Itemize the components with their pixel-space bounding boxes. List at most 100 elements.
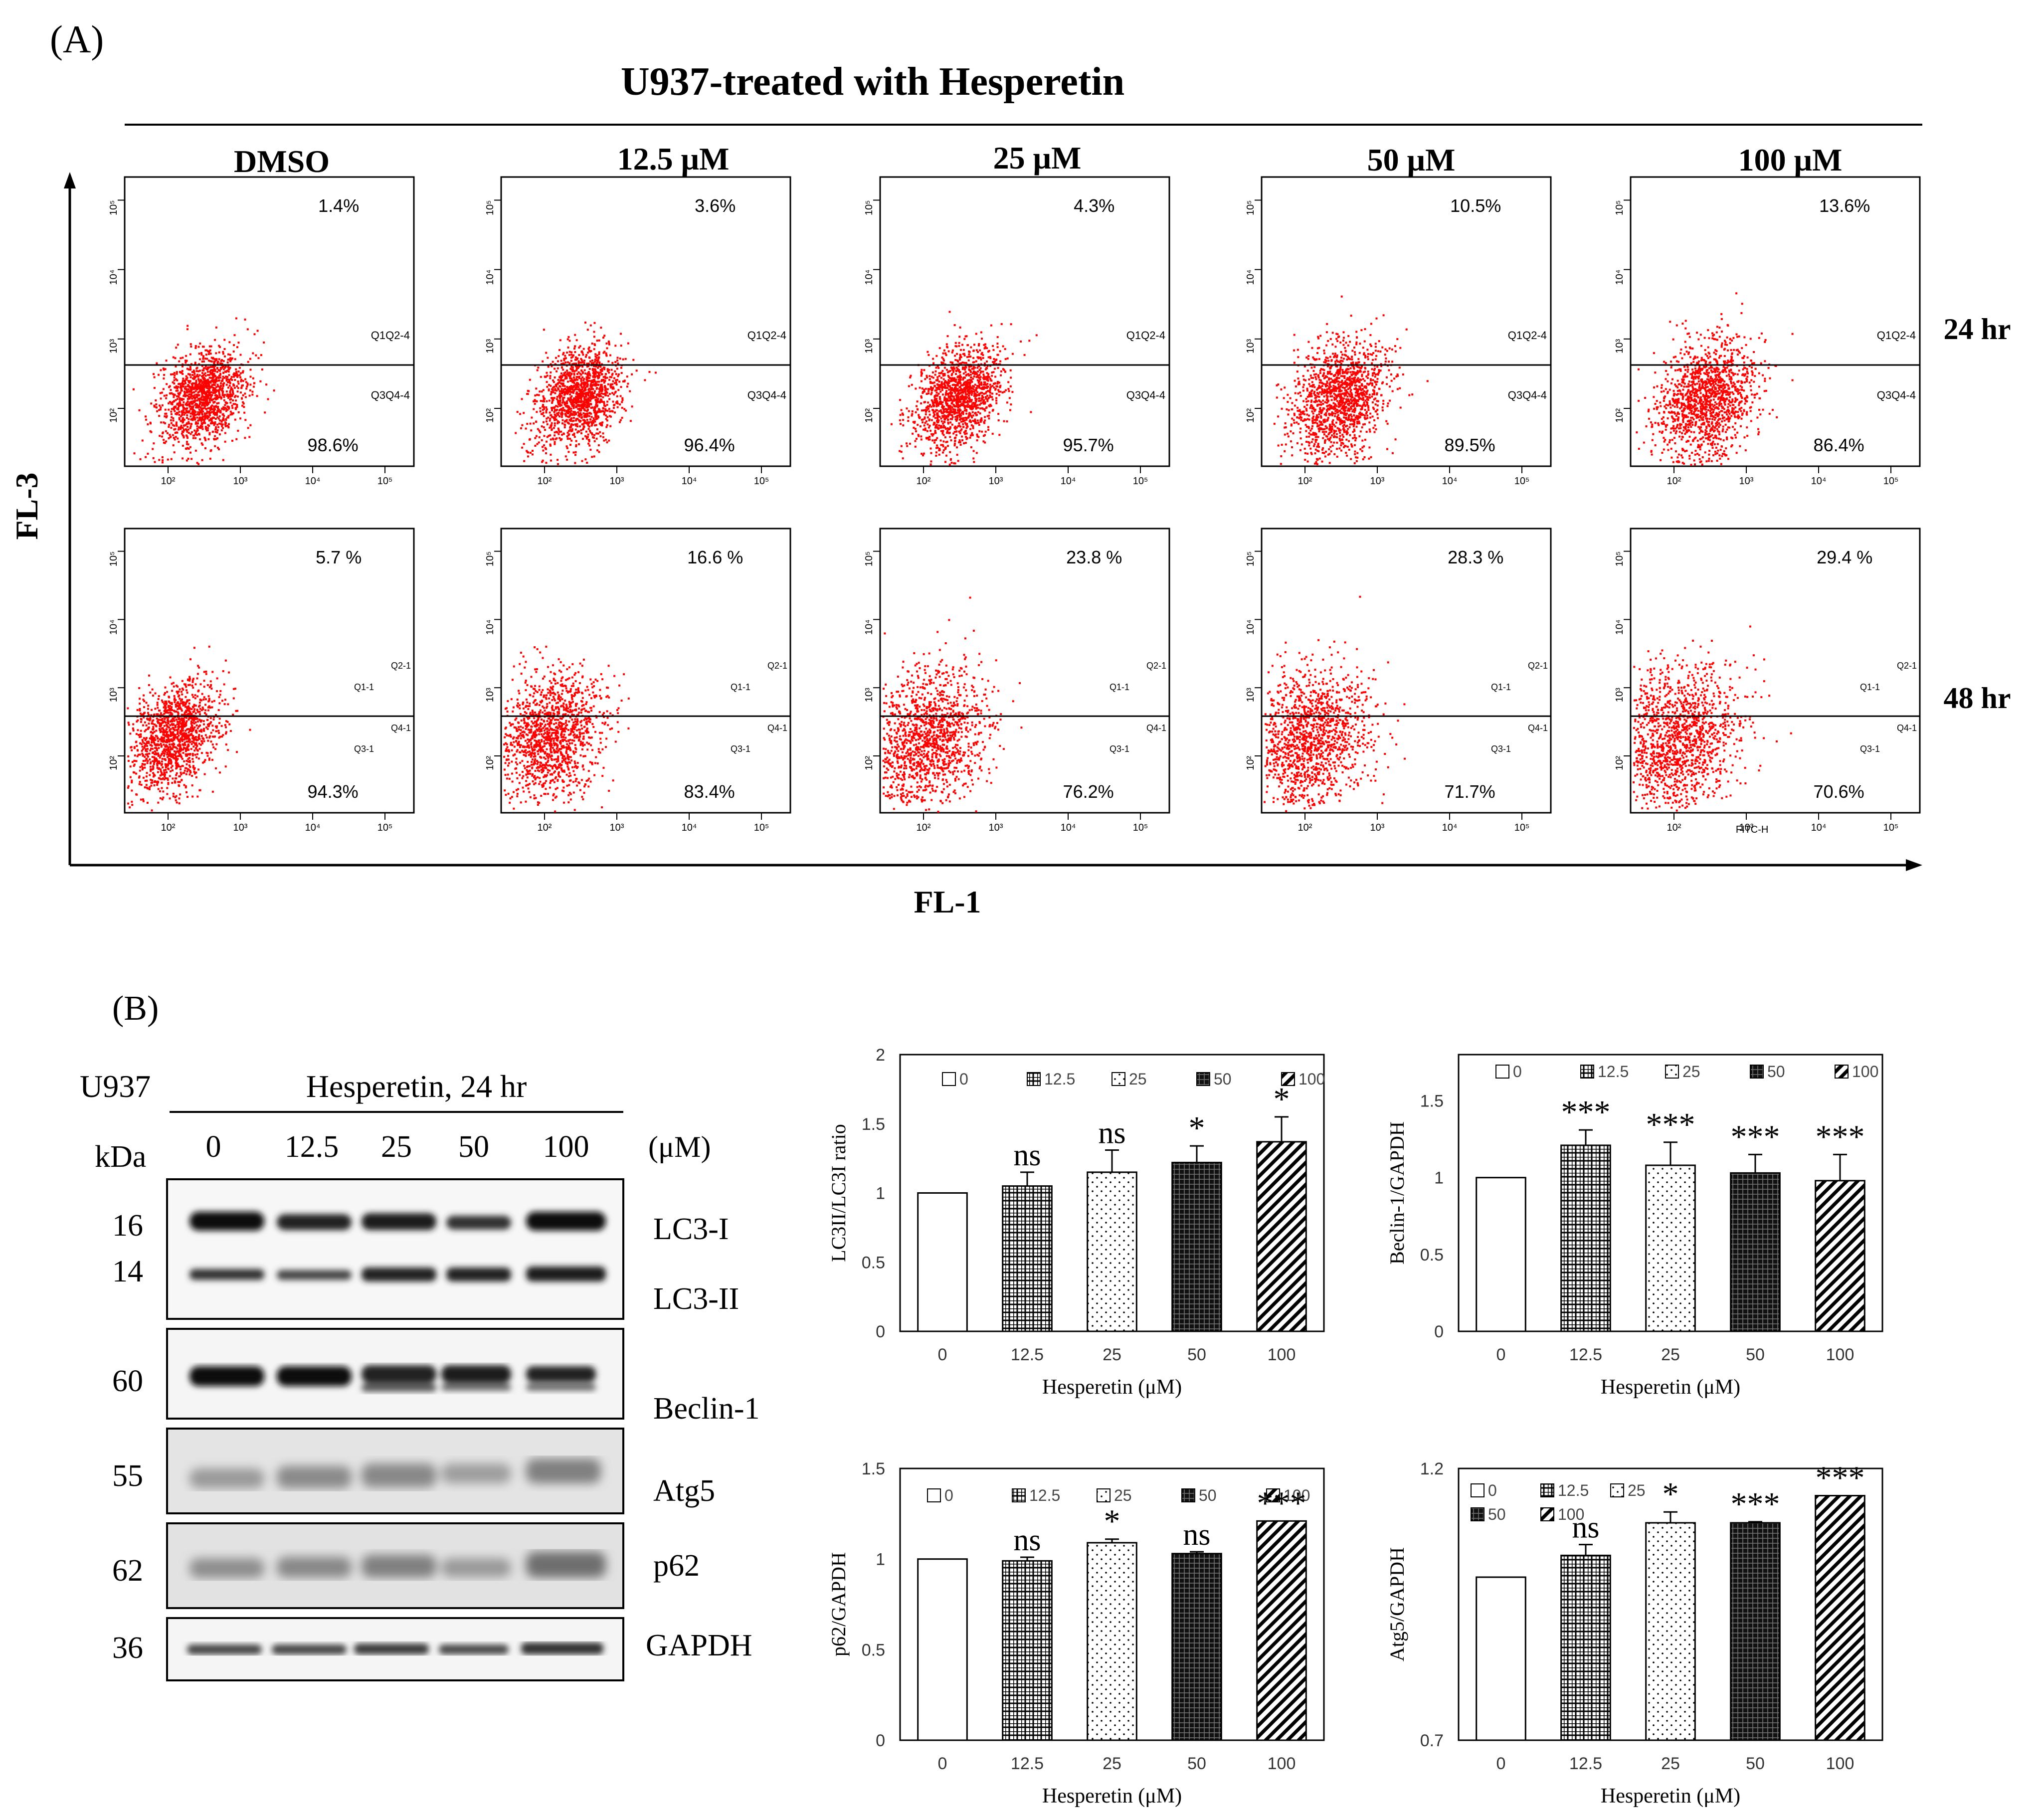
x-tick-label: 10⁴ xyxy=(682,476,697,487)
x-tick-label: 12.5 xyxy=(1011,1345,1044,1364)
significance-mark: ns xyxy=(1183,1518,1210,1552)
x-tick-label: 10² xyxy=(917,476,931,487)
percent-upper-quadrant: 3.6% xyxy=(695,195,736,216)
y-tick-label: 10⁵ xyxy=(108,551,119,567)
y-tick-label: 10² xyxy=(1245,756,1256,770)
significance-mark: ns xyxy=(1572,1511,1599,1545)
percent-lower-quadrant: 83.4% xyxy=(684,781,735,802)
y-tick-label: 1.5 xyxy=(862,1459,885,1478)
y-tick-label: 10³ xyxy=(1614,339,1625,353)
percent-upper-quadrant: 28.3 % xyxy=(1448,547,1503,567)
legend-entry: 100 xyxy=(1558,1505,1584,1523)
fitc-axis-label: FITC-H xyxy=(1736,824,1769,835)
y-tick-label: 1.5 xyxy=(1420,1092,1444,1111)
plot-frame xyxy=(1630,176,1921,467)
y-tick-label: 10² xyxy=(485,408,496,423)
x-tick-label: 10⁵ xyxy=(1883,822,1899,833)
x-tick-label: 10³ xyxy=(989,822,1003,833)
kda-16: 16 xyxy=(112,1209,143,1243)
y-tick-label: 10⁵ xyxy=(1614,551,1625,567)
quadrant-label: Q3-1 xyxy=(1110,744,1129,754)
bar-chart-1: 0 0.5 1 1.5 2 LC3II/LC3I ratio Hesperetin (μM)… xyxy=(827,1046,1325,1399)
quadrant-label: Q3-1 xyxy=(1491,744,1511,754)
legend-swatch xyxy=(1471,1483,1484,1497)
x-tick-label: 10⁵ xyxy=(1514,822,1530,833)
panel-a-title: U937-treated with Hesperetin xyxy=(621,60,1124,104)
legend-swatch xyxy=(1097,1488,1111,1502)
x-tick-label: 100 xyxy=(1268,1754,1296,1773)
kda-55: 55 xyxy=(112,1459,143,1493)
legend-entry: 12.5 xyxy=(1598,1063,1629,1081)
facs-plot-24h-5: 10⁵ 10² 10⁴ 10³ 10³ 10⁴ 10² 10⁵ Q1Q2-4 Q3Q4-4 13.6… xyxy=(1614,176,1921,487)
quadrant-label: Q1Q2-4 xyxy=(1877,329,1916,342)
x-tick-label: 10⁵ xyxy=(1133,822,1148,833)
condition-header-1: DMSO xyxy=(234,144,330,179)
y-axis-label: p62/GAPDH xyxy=(827,1552,850,1656)
y-tick-label: 10² xyxy=(1245,408,1256,423)
time-label-48: 48 hr xyxy=(1944,682,2011,715)
y-tick-label: 10² xyxy=(864,408,875,423)
bar-chart-3: 0 0.5 1 1.5 p62/GAPDH Hesperetin (μM) 0 12.5 25 5… xyxy=(827,1459,1325,1808)
significance-mark: ns xyxy=(1013,1523,1041,1557)
percent-upper-quadrant: 16.6 % xyxy=(687,547,743,567)
bar-chart-4: 0.7 1.2 Atg5/GAPDH Hesperetin (μM) 0 12.5 25 50… xyxy=(1386,1459,1883,1808)
bar xyxy=(917,1192,968,1332)
x-tick-label: 10⁴ xyxy=(1811,476,1827,487)
scatter-population xyxy=(127,645,251,812)
legend-entry: 25 xyxy=(1114,1486,1132,1504)
y-tick-label: 0 xyxy=(1434,1322,1444,1341)
bar xyxy=(1815,1180,1865,1332)
y-tick-label: 10³ xyxy=(485,339,496,353)
legend-entry: 100 xyxy=(1852,1063,1878,1081)
blot-gapdh-bands xyxy=(187,1642,603,1654)
y-tick-label: 10² xyxy=(485,756,496,770)
panel-b-label: (B) xyxy=(112,989,159,1028)
legend-entry: 12.5 xyxy=(1044,1070,1075,1088)
x-tick-label: 25 xyxy=(1103,1754,1121,1773)
percent-lower-quadrant: 98.6% xyxy=(308,435,359,455)
bar xyxy=(1645,1164,1696,1332)
kda-label: kDa xyxy=(95,1140,146,1174)
scatter-population xyxy=(882,596,1023,813)
y-tick-label: 10⁴ xyxy=(108,270,119,285)
scatter-population xyxy=(515,321,657,465)
condition-header-2: 12.5 μM xyxy=(617,141,730,177)
x-tick-label: 10⁵ xyxy=(377,822,393,833)
bar-chart-2: 0 0.5 1 1.5 Beclin-1/GAPDH Hesperetin (μM) 0 12… xyxy=(1386,1054,1883,1399)
percent-lower-quadrant: 86.4% xyxy=(1814,435,1864,455)
y-tick-label: 10⁴ xyxy=(1245,619,1256,635)
legend-entry: 25 xyxy=(1628,1481,1646,1499)
panel-a-label: (A) xyxy=(50,17,104,61)
x-tick-label: 10⁴ xyxy=(1442,822,1458,833)
legend-swatch xyxy=(1540,1507,1554,1521)
y-tick-label: 10⁴ xyxy=(108,619,119,635)
bar xyxy=(1815,1495,1865,1741)
quadrant-label: Q3-1 xyxy=(354,744,374,754)
scatter-population xyxy=(503,645,630,813)
legend-swatch xyxy=(1281,1072,1295,1086)
flow-cytometry-plots: 10⁵ 10² 10⁴ 10³ 10³ 10⁴ 10² 10⁵ Q1Q2-4 Q3Q4-4 1.4%… xyxy=(108,176,1921,835)
legend-swatch xyxy=(1266,1488,1280,1502)
y-tick-label: 0 xyxy=(876,1731,885,1750)
quadrant-label: Q4-1 xyxy=(1897,723,1917,733)
bar xyxy=(1002,1185,1053,1332)
y-tick-label: 0.5 xyxy=(1420,1246,1444,1265)
fl1-arrowhead xyxy=(1906,859,1922,871)
legend-entry: 50 xyxy=(1214,1070,1232,1088)
y-tick-label: 0 xyxy=(876,1322,885,1341)
legend-entry: 25 xyxy=(1682,1063,1700,1081)
bar xyxy=(1256,1520,1307,1741)
legend-swatch xyxy=(1012,1488,1026,1502)
facs-plot-24h-3: 10⁵ 10² 10⁴ 10³ 10³ 10⁴ 10² 10⁵ Q1Q2-4 Q3Q4-4 4.3%… xyxy=(864,176,1170,487)
bar xyxy=(1002,1560,1053,1741)
bar xyxy=(1730,1172,1781,1332)
x-tick-label: 10² xyxy=(161,822,176,833)
percent-upper-quadrant: 13.6% xyxy=(1819,195,1870,216)
y-tick-label: 10⁵ xyxy=(485,200,496,215)
y-tick-label: 10⁵ xyxy=(485,551,496,567)
legend-entry: 50 xyxy=(1488,1505,1506,1523)
significance-mark: *** xyxy=(1731,1486,1780,1522)
x-tick-label: 10³ xyxy=(1739,822,1754,833)
y-tick-label: 0.5 xyxy=(862,1640,885,1659)
chart-legend: 0 12.5 25 50 100 xyxy=(927,1486,1310,1504)
